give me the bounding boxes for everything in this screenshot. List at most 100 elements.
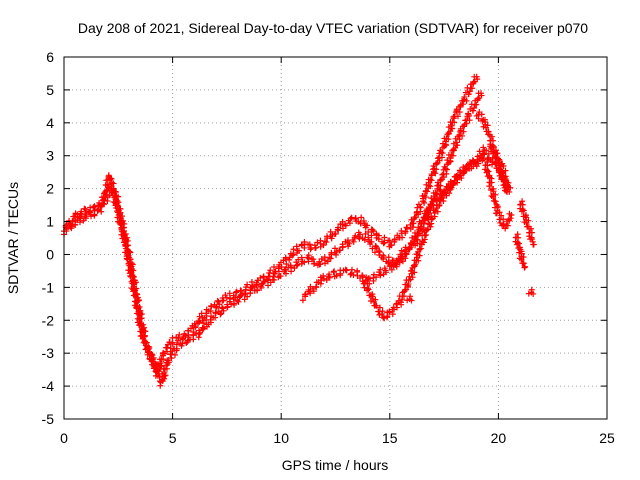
data-point [69, 217, 76, 224]
data-point [427, 176, 434, 183]
data-point [124, 247, 131, 254]
data-point [428, 201, 435, 208]
data-point [83, 215, 90, 222]
y-tick-label: 1 [46, 214, 54, 230]
series-track-e [473, 109, 511, 195]
data-point [127, 256, 134, 263]
data-point [504, 181, 511, 188]
x-tick-label: 15 [382, 430, 398, 446]
data-point [474, 156, 481, 163]
data-point [257, 274, 264, 281]
data-point [359, 272, 366, 279]
data-point [278, 264, 285, 271]
data-point [410, 241, 417, 248]
data-point [434, 155, 441, 162]
data-point [402, 228, 409, 235]
grid-layer [64, 57, 607, 419]
data-point [337, 272, 344, 279]
data-point [417, 204, 424, 211]
data-point [443, 135, 450, 142]
data-point [450, 180, 457, 187]
data-point [368, 238, 375, 245]
data-point [299, 297, 306, 304]
data-point [381, 239, 388, 246]
data-point [527, 225, 534, 232]
data-point [139, 326, 146, 333]
data-point [370, 298, 377, 305]
data-point [519, 198, 526, 205]
data-point [142, 342, 149, 349]
data-point [366, 292, 373, 299]
data-point [413, 251, 420, 258]
data-point [101, 201, 108, 208]
data-point [200, 325, 207, 332]
data-point [424, 208, 431, 215]
data-point [421, 217, 428, 224]
data-point [379, 308, 386, 315]
data-point [465, 91, 472, 98]
data-point [326, 274, 333, 281]
data-point [331, 268, 338, 275]
data-point [515, 245, 522, 252]
data-point [212, 314, 219, 321]
data-point [415, 257, 422, 264]
data-point [488, 133, 495, 140]
data-point [358, 214, 365, 221]
data-point [323, 239, 330, 246]
data-point [421, 192, 428, 199]
data-point [360, 218, 367, 225]
data-point [491, 198, 498, 205]
y-tick-label: 4 [46, 115, 54, 131]
data-point [233, 288, 240, 295]
data-point [521, 264, 528, 271]
data-point [433, 166, 440, 173]
data-point [524, 223, 531, 230]
data-point [244, 293, 251, 300]
data-point [520, 260, 527, 267]
data-point [474, 97, 481, 104]
data-point [314, 239, 321, 246]
data-point [366, 275, 373, 282]
data-point [341, 221, 348, 228]
data-point [519, 206, 526, 213]
data-point [456, 109, 463, 116]
data-point [334, 226, 341, 233]
data-point [173, 345, 180, 352]
data-point [282, 255, 289, 262]
y-tick-label: 0 [46, 246, 54, 262]
data-point [350, 238, 357, 245]
data-point [320, 275, 327, 282]
data-point [317, 237, 324, 244]
data-point [478, 111, 485, 118]
data-point [449, 119, 456, 126]
data-point [390, 261, 397, 268]
data-point [196, 331, 203, 338]
data-point [293, 243, 300, 250]
data-point [507, 184, 514, 191]
data-point [217, 311, 224, 318]
data-point [258, 284, 265, 291]
data-point [364, 222, 371, 229]
data-point [336, 247, 343, 254]
data-point [384, 314, 391, 321]
data-point [146, 349, 153, 356]
data-point [307, 246, 314, 253]
data-point [490, 137, 497, 144]
data-point [328, 235, 335, 242]
data-point [305, 255, 312, 262]
points-layer [61, 73, 537, 389]
data-point [497, 169, 504, 176]
data-point [178, 342, 185, 349]
data-point [433, 191, 440, 198]
y-tick-label: 2 [46, 181, 54, 197]
data-point [493, 210, 500, 217]
data-point [416, 246, 423, 253]
data-point [450, 147, 457, 154]
data-point [466, 88, 473, 95]
data-point [502, 177, 509, 184]
data-point [421, 232, 428, 239]
data-point [162, 365, 169, 372]
data-point [488, 179, 495, 186]
data-point [506, 217, 513, 224]
x-tick-label: 10 [273, 430, 289, 446]
